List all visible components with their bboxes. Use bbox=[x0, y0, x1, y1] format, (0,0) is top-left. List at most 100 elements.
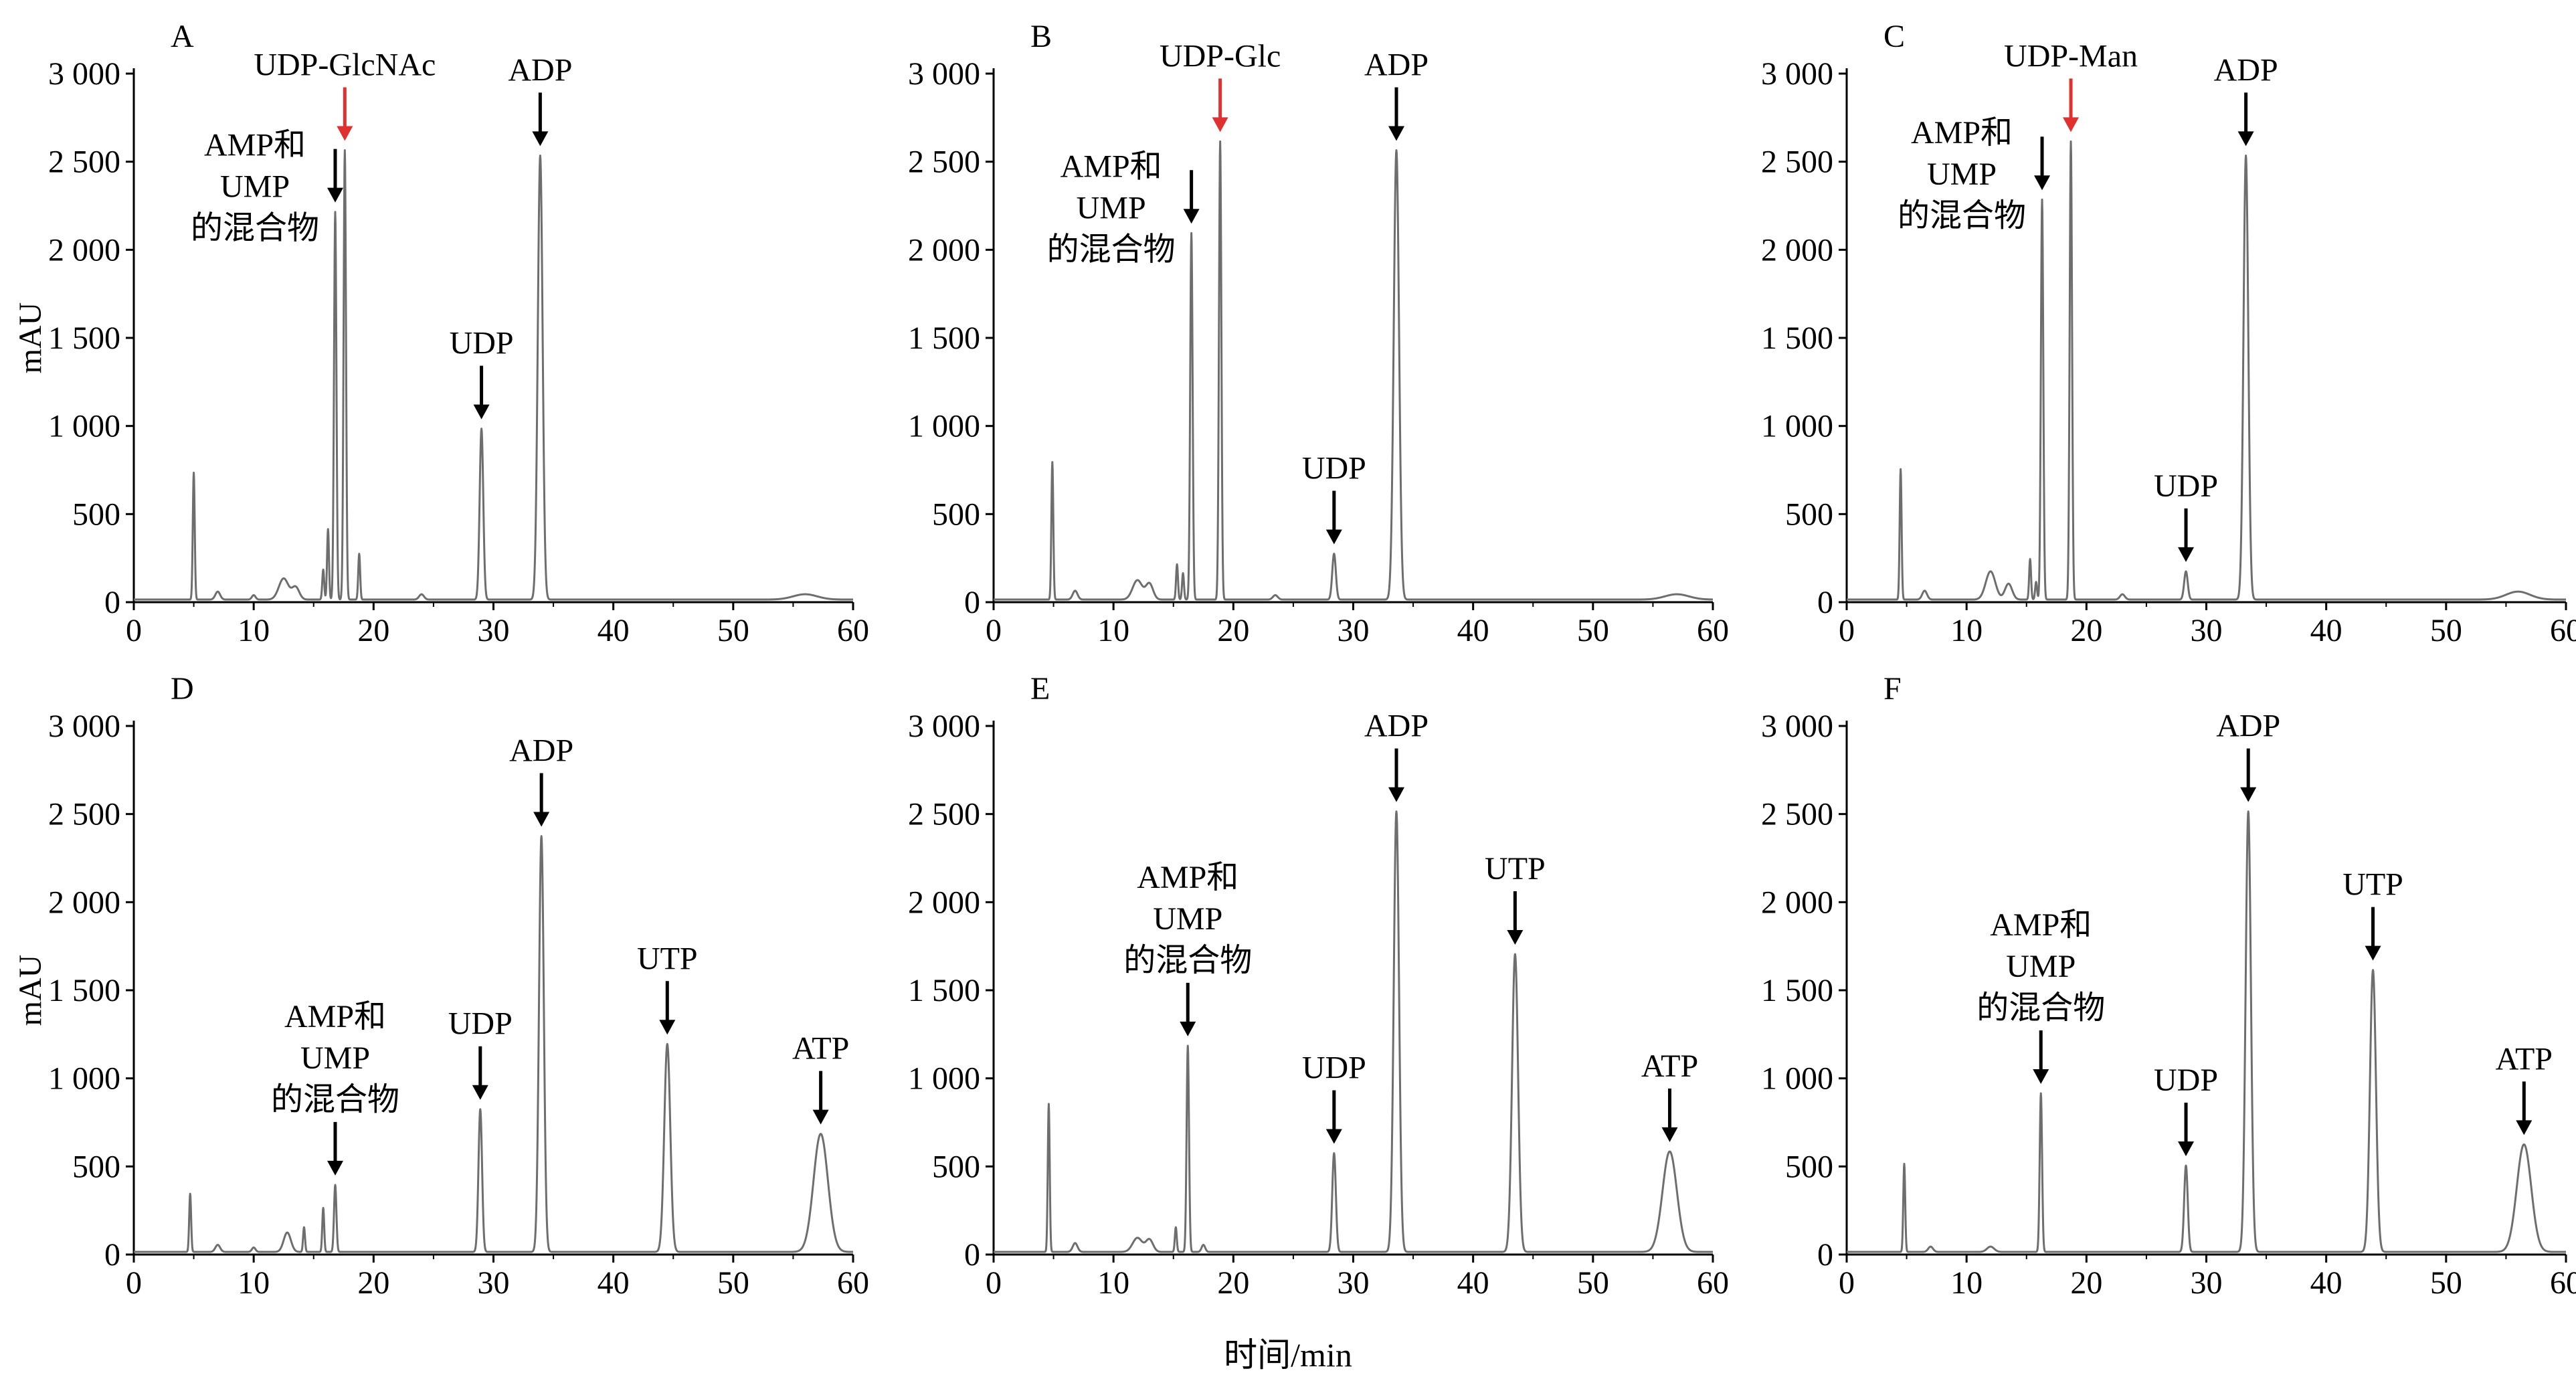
peak-label: ADP bbox=[2214, 52, 2278, 88]
y-tick-label: 500 bbox=[72, 1149, 120, 1184]
peak-annotation: ADP bbox=[509, 733, 573, 827]
y-tick-label: 2 500 bbox=[48, 145, 120, 180]
peak-label: UMP bbox=[1927, 157, 1997, 192]
x-tick-label: 30 bbox=[2191, 1265, 2223, 1301]
y-tick-label: 2 000 bbox=[908, 232, 980, 268]
annotation-arrow-head bbox=[337, 126, 353, 141]
peak-label: ADP bbox=[508, 52, 572, 88]
annotation-arrow-head bbox=[1388, 126, 1404, 141]
y-tick-label: 1 000 bbox=[48, 1061, 120, 1097]
peak-label: UMP bbox=[220, 169, 290, 205]
y-tick-label: 0 bbox=[1817, 1237, 1833, 1273]
chart-panel-e: 0 10 20 30 40 50 60 0 500 1 000 1 500 2 000 2 500 3 0… bbox=[908, 671, 1729, 1301]
x-tick-label: 0 bbox=[1839, 613, 1855, 648]
peak-label: ADP bbox=[509, 733, 573, 769]
peak-annotation: UDP bbox=[2154, 1063, 2218, 1156]
y-tick-label: 2 500 bbox=[1761, 797, 1833, 832]
x-tick-label: 40 bbox=[1457, 1265, 1489, 1301]
panel-label: B bbox=[1030, 19, 1052, 54]
peak-label: AMP和 bbox=[1061, 149, 1162, 184]
x-tick-label: 20 bbox=[2070, 613, 2102, 648]
y-tick-label: 500 bbox=[932, 496, 980, 532]
peak-label: UDP bbox=[1302, 1050, 1366, 1086]
peak-label: ADP bbox=[1364, 709, 1429, 744]
peak-annotation: ATP bbox=[1641, 1048, 1698, 1142]
x-tick-label: 0 bbox=[1839, 1265, 1855, 1301]
annotation-arrow-head bbox=[2178, 1141, 2195, 1156]
peak-label: AMP和 bbox=[284, 999, 386, 1034]
x-tick-label: 30 bbox=[478, 1265, 510, 1301]
x-tick-label: 10 bbox=[238, 1265, 270, 1301]
x-tick-label: 30 bbox=[1338, 613, 1370, 648]
x-tick-label: 10 bbox=[1950, 1265, 1983, 1301]
x-tick-label: 10 bbox=[238, 613, 270, 648]
x-tick-label: 20 bbox=[1217, 613, 1249, 648]
y-tick-label: 1 500 bbox=[48, 973, 120, 1008]
peak-annotation: UTP bbox=[2342, 867, 2403, 961]
y-tick-label: 3 000 bbox=[1761, 709, 1833, 744]
annotation-arrow-head bbox=[1661, 1127, 1678, 1142]
peak-annotation: UDP bbox=[2154, 468, 2218, 562]
peak-annotation: ADP bbox=[2214, 52, 2278, 147]
peak-label: 的混合物 bbox=[191, 211, 319, 246]
chromatogram-trace bbox=[132, 835, 854, 1253]
peak-annotation: ATP bbox=[792, 1031, 849, 1125]
peak-annotation: AMP和 UMP 的混合物 bbox=[1976, 907, 2105, 1084]
panel-label: D bbox=[171, 671, 194, 707]
peak-annotation: AMP和 UMP 的混合物 bbox=[271, 999, 399, 1176]
peak-label: UDP-GlcNAc bbox=[254, 48, 436, 83]
peak-label: UDP bbox=[2154, 1063, 2218, 1098]
x-tick-label: 50 bbox=[717, 613, 749, 648]
peak-annotation: UDP bbox=[448, 1006, 513, 1100]
annotation-arrow-head bbox=[812, 1109, 829, 1125]
annotation-arrow-head bbox=[533, 812, 550, 827]
annotation-arrow-head bbox=[1507, 929, 1524, 945]
peak-label: 的混合物 bbox=[1047, 232, 1176, 267]
peak-label: ADP bbox=[2216, 709, 2280, 744]
peak-label: UDP bbox=[450, 326, 514, 361]
y-tick-label: 1 500 bbox=[908, 320, 980, 356]
y-tick-label: 3 000 bbox=[908, 56, 980, 92]
annotation-arrow-head bbox=[473, 404, 490, 420]
peak-label: 的混合物 bbox=[1898, 198, 2026, 234]
y-tick-label: 2 000 bbox=[1761, 232, 1833, 268]
y-tick-label: 1 000 bbox=[908, 1061, 980, 1097]
y-tick-label: 2 000 bbox=[48, 232, 120, 268]
annotation-arrow-head bbox=[1325, 529, 1342, 545]
y-tick-label: 2 000 bbox=[1761, 885, 1833, 920]
annotation-arrow-head bbox=[659, 1020, 676, 1035]
annotation-arrow-head bbox=[532, 131, 549, 147]
peak-annotation: UDP-Man bbox=[2004, 38, 2138, 132]
chromatogram-trace bbox=[132, 149, 854, 601]
y-tick-label: 1 500 bbox=[1761, 320, 1833, 356]
annotation-arrow-head bbox=[327, 187, 343, 203]
x-tick-label: 0 bbox=[126, 1265, 142, 1301]
annotation-arrow-head bbox=[2240, 787, 2257, 802]
x-tick-label: 40 bbox=[2310, 613, 2342, 648]
y-axis-title: mAU bbox=[13, 302, 48, 374]
x-tick-label: 10 bbox=[1097, 1265, 1129, 1301]
y-tick-label: 3 000 bbox=[48, 709, 120, 744]
y-tick-label: 2 500 bbox=[48, 797, 120, 832]
peak-label: ATP bbox=[1641, 1048, 1698, 1084]
peak-annotation: UDP bbox=[1302, 1050, 1366, 1144]
peak-annotation: UTP bbox=[637, 941, 698, 1035]
y-tick-label: 1 000 bbox=[48, 409, 120, 444]
y-tick-label: 2 000 bbox=[908, 885, 980, 920]
x-tick-label: 30 bbox=[2191, 613, 2223, 648]
x-tick-label: 50 bbox=[2430, 613, 2462, 648]
x-tick-label: 10 bbox=[1950, 613, 1983, 648]
x-tick-label: 20 bbox=[2070, 1265, 2102, 1301]
panel-label: A bbox=[171, 19, 194, 54]
peak-label: UDP bbox=[1302, 451, 1366, 486]
panel-label: E bbox=[1030, 671, 1050, 707]
y-tick-label: 1 000 bbox=[1761, 1061, 1833, 1097]
x-tick-label: 60 bbox=[2550, 1265, 2576, 1301]
annotation-arrow-head bbox=[2237, 131, 2254, 147]
annotation-arrow-head bbox=[472, 1085, 488, 1100]
annotation-arrow-head bbox=[2365, 945, 2381, 961]
x-tick-label: 20 bbox=[1217, 1265, 1249, 1301]
chart-panel-f: 0 10 20 30 40 50 60 0 500 1 000 1 500 2 000 2 500 3 0… bbox=[1761, 671, 2576, 1301]
chart-panel-c: 0 10 20 30 40 50 60 0 500 1 000 1 500 2 000 2 500 3 0… bbox=[1761, 19, 2576, 648]
